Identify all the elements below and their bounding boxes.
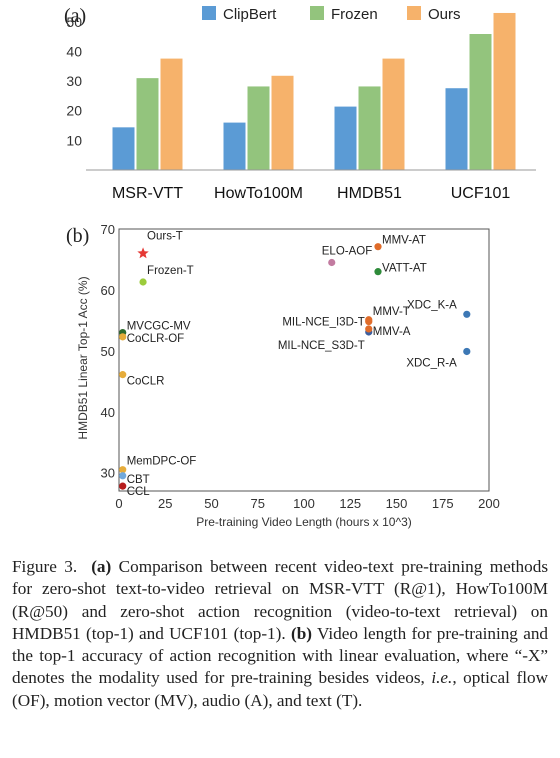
y-tick-label: 40: [66, 43, 82, 59]
x-tick-label: 25: [158, 496, 172, 511]
x-tick-label: 150: [386, 496, 408, 511]
y-axis: 10 20 30 40 50: [66, 14, 82, 149]
point-mmv-t: [365, 316, 373, 324]
x-tick-label-msr-vtt: MSR-VTT: [112, 185, 183, 202]
bar-frozen-ucf101: [469, 34, 492, 170]
point-label-xdc-k-a: XDC_K-A: [407, 299, 457, 311]
caption-ie: i.e.: [431, 668, 453, 688]
point-frozen-t: [139, 278, 147, 286]
bar-frozen-hmdb51: [358, 86, 381, 170]
bar-ours-msr-vtt: [160, 58, 183, 171]
point-label-mmv-a: MMV-A: [373, 326, 411, 338]
point-xdc-r-a: [463, 347, 471, 356]
point-ours-t: [137, 247, 149, 259]
legend-swatch-ours: [407, 6, 421, 20]
point-label-coclr-of: CoCLR-OF: [127, 333, 185, 345]
x-tick-label-howto100m: HowTo100M: [214, 185, 303, 202]
point-coclr-of: [119, 333, 127, 341]
point-label-elo-aof: ELO-AOF: [322, 246, 372, 258]
point-label-frozen-t: Frozen-T: [147, 265, 194, 277]
x-axis: 0 25 50 75 100 125 150 175 200: [115, 496, 499, 511]
y-axis-label: HMDB51 Linear Top-1 Acc (%): [76, 276, 90, 439]
bar-ours-howto100m: [271, 75, 294, 170]
bar-chart: (a) ClipBert Frozen Ours 10 20 30 40 50 MSR-VT…: [64, 5, 536, 202]
y-tick-label: 30: [66, 73, 82, 89]
panel-a-label: (a): [64, 5, 86, 27]
point-vatt-at: [374, 268, 382, 276]
point-label-xdc-r-a: XDC_R-A: [406, 357, 457, 369]
caption-part-b-text-1: Video length for pre-training and the to…: [12, 623, 549, 688]
point-memdpc-of: [119, 466, 127, 474]
point-label-vatt-at: VATT-AT: [382, 263, 427, 275]
point-label-cbt: CBT: [127, 474, 150, 486]
legend-swatch-clipbert: [202, 6, 216, 20]
x-tick-label-hmdb51: HMDB51: [337, 185, 402, 202]
y-tick-label: 10: [66, 132, 82, 148]
point-label-mvcgc-mv: MVCGC-MV: [127, 321, 191, 333]
x-axis-label: Pre-training Video Length (hours x 10^3): [196, 515, 412, 529]
caption-part-a-text: Comparison between recent video-text pre…: [12, 557, 549, 643]
x-tick-label: 200: [478, 496, 500, 511]
scatter-chart: (b) 30 40 50 60 70 0 25 50 75 100 125 150 175 200 Ou…: [66, 222, 500, 529]
point-mmv-at: [374, 243, 382, 251]
caption-part-a-label: (a): [91, 557, 112, 576]
bar-frozen-howto100m: [247, 86, 270, 170]
point-label-mmv-t: MMV-T: [373, 306, 410, 318]
figure: (a) ClipBert Frozen Ours 10 20 30 40 50 MSR-VT…: [64, 5, 536, 529]
y-tick-label: 50: [66, 14, 82, 30]
caption-part-b-label: (b): [290, 623, 312, 643]
point-label-mil-nce-s3d-t: MIL-NCE_S3D-T: [278, 340, 365, 352]
legend-label-clipbert: ClipBert: [223, 6, 277, 23]
y-tick-label: 30: [101, 466, 115, 481]
legend-swatch-frozen: [310, 6, 324, 20]
y-tick-label: 20: [66, 103, 82, 119]
point-coclr: [119, 371, 127, 379]
caption-part-b-text-2: , optical flow (OF), motion vector (MV),…: [12, 668, 548, 710]
y-tick-label: 60: [101, 283, 115, 298]
legend-label-frozen: Frozen: [331, 6, 378, 23]
caption-figure-label: Figure 3.: [12, 557, 78, 576]
y-tick-label: 70: [101, 222, 115, 237]
x-tick-label: 75: [251, 496, 265, 511]
bar-clipbert-msr-vtt: [112, 127, 135, 170]
panel-b-label: (b): [66, 225, 89, 247]
x-tick-label: 100: [293, 496, 315, 511]
point-label-coclr: CoCLR: [127, 376, 165, 388]
figure-caption: Figure 3. (a) Comparison between recent v…: [12, 556, 548, 712]
point-xdc-k-a: [463, 310, 471, 318]
bar-clipbert-howto100m: [223, 122, 246, 170]
bars: [112, 12, 516, 171]
x-tick-label: 50: [204, 496, 218, 511]
legend-label-ours: Ours: [428, 6, 461, 23]
bar-ours-ucf101: [493, 12, 516, 170]
point-label-memdpc-of: MemDPC-OF: [127, 456, 197, 468]
x-tick-label: 175: [432, 496, 454, 511]
point-label-ccl: CCL: [127, 486, 151, 498]
x-tick-label: 125: [339, 496, 361, 511]
bar-clipbert-ucf101: [445, 88, 468, 170]
point-ccl: [119, 482, 127, 490]
point-elo-aof: [328, 258, 336, 267]
plot-frame: [118, 228, 490, 492]
point-cbt: [119, 472, 127, 480]
y-tick-label: 50: [101, 344, 115, 359]
bar-ours-hmdb51: [382, 58, 405, 171]
legend: ClipBert Frozen Ours: [202, 6, 461, 23]
y-tick-label: 40: [101, 405, 115, 420]
x-tick-label: 0: [115, 496, 122, 511]
point-label-mmv-at: MMV-AT: [382, 235, 426, 247]
point-label-ours-t: Ours-T: [147, 230, 183, 242]
x-tick-label-ucf101: UCF101: [451, 185, 511, 202]
y-axis: 30 40 50 60 70: [101, 222, 115, 481]
point-label-mil-nce-i3d-t: MIL-NCE_I3D-T: [282, 317, 364, 329]
point-mmv-a: [365, 325, 373, 333]
bar-frozen-msr-vtt: [136, 78, 159, 170]
x-axis: MSR-VTT HowTo100M HMDB51 UCF101: [86, 169, 536, 202]
bar-clipbert-hmdb51: [334, 106, 357, 170]
